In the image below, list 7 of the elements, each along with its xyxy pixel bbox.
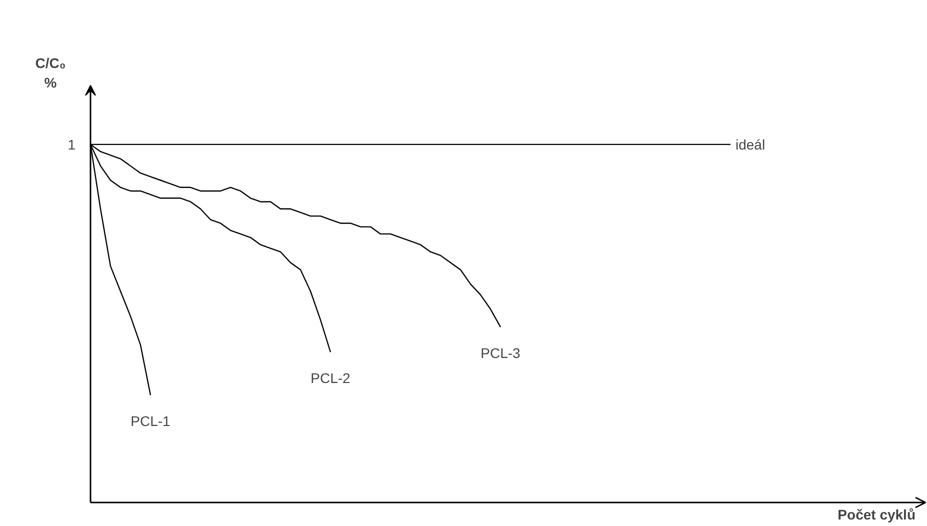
series-label: PCL-1: [130, 412, 171, 429]
series-label: PCL-3: [480, 344, 521, 361]
series-label: PCL-2: [310, 370, 351, 386]
text: 1: [68, 136, 76, 152]
x-axis-title: Počet cyklů: [838, 506, 916, 522]
y-axis-title: C/C₀ %: [35, 55, 66, 90]
series-label: ideál: [736, 136, 766, 152]
